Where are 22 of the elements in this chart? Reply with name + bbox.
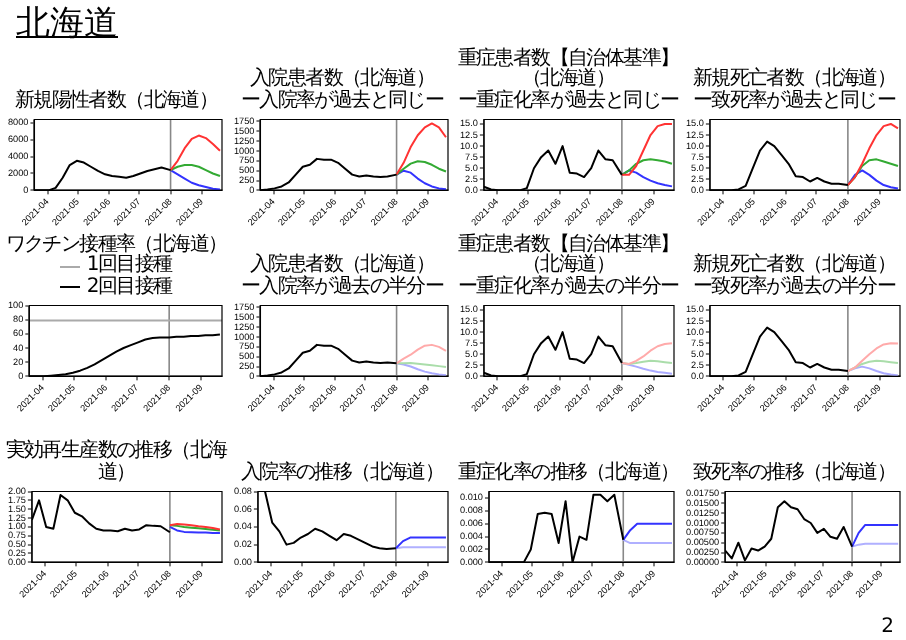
chart-subtitle: ー重症化率が過去の半分ー	[457, 275, 679, 298]
chart-subtitle: ー致死率が過去と同じー	[692, 89, 896, 112]
chart-subtitle: ー致死率が過去の半分ー	[692, 275, 896, 298]
chart-title: 実効再生産数の推移（北海道）	[4, 440, 228, 484]
chart-title: 入院患者数（北海道）	[249, 68, 434, 90]
chart-title: 重症患者数【自治体基準】（北海道）	[456, 47, 680, 90]
chart-subtitle: ー入院率が過去と同じー	[240, 89, 444, 112]
chart-subtitle: ー重症化率が過去と同じー	[457, 89, 679, 112]
chart-title: ワクチン接種率（北海道）	[5, 233, 227, 255]
chart-title: 新規陽性者数（北海道）	[14, 89, 218, 112]
legend-label: 1回目接種	[86, 254, 172, 276]
chart-title: 重症化率の推移（北海道）	[457, 461, 679, 484]
chart-title: 入院患者数（北海道）	[249, 254, 434, 276]
chart-title: 致死率の推移（北海道）	[692, 461, 896, 484]
text: 北海道	[16, 4, 118, 44]
text: 2	[881, 616, 894, 638]
chart-subtitle: ー入院率が過去の半分ー	[240, 275, 444, 298]
legend-label: 2回目接種	[86, 275, 172, 298]
chart-title: 入院率の推移（北海道）	[240, 461, 444, 484]
chart-title: 重症患者数【自治体基準】（北海道）	[456, 233, 680, 276]
chart-title: 新規死亡者数（北海道）	[692, 254, 896, 276]
chart-title: 新規死亡者数（北海道）	[692, 68, 896, 90]
